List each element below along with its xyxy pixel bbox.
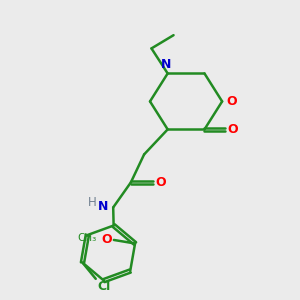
Text: N: N bbox=[98, 200, 108, 213]
Text: N: N bbox=[161, 58, 171, 71]
Text: O: O bbox=[155, 176, 166, 189]
Text: O: O bbox=[226, 95, 237, 108]
Text: H: H bbox=[88, 196, 97, 209]
Text: CH₃: CH₃ bbox=[77, 232, 96, 243]
Text: O: O bbox=[101, 233, 112, 246]
Text: Cl: Cl bbox=[97, 280, 110, 293]
Text: O: O bbox=[227, 123, 238, 136]
